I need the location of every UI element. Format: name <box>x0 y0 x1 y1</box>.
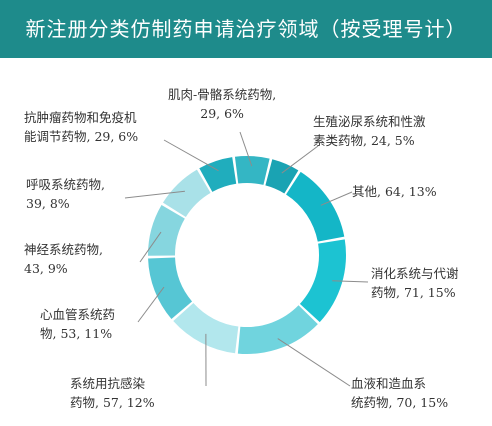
label-musculoskeletal-line1: 肌肉-骨骼系统药物, <box>168 87 277 102</box>
label-respiratory: 呼吸系统药物, 39, 8% <box>26 175 105 213</box>
donut-slice-1 <box>286 171 345 242</box>
label-nervous-line1: 神经系统药物, <box>24 242 103 257</box>
label-digestive-line2: 药物, 71, 15% <box>371 285 456 300</box>
label-anti-infective: 系统用抗感染 药物, 57, 12% <box>70 374 155 412</box>
label-cardiovascular-line1: 心血管系统药 <box>40 307 116 322</box>
donut-slice-5 <box>148 257 193 319</box>
donut-slice-2 <box>299 239 347 323</box>
label-respiratory-line1: 呼吸系统药物, <box>26 177 105 192</box>
leader-line-0 <box>281 145 319 174</box>
label-antineoplastic-line1: 抗肿瘤药物和免疫机 <box>24 110 137 125</box>
label-nervous-line2: 43, 9% <box>24 261 68 276</box>
leader-line-9 <box>239 131 253 167</box>
donut-slice-8 <box>199 157 237 192</box>
leader-line-8 <box>163 139 219 172</box>
label-other: 其他, 64, 13% <box>352 182 437 201</box>
label-anti-infective-line2: 药物, 57, 12% <box>70 395 155 410</box>
donut-slice-4 <box>173 303 239 354</box>
label-digestive: 消化系统与代谢 药物, 71, 15% <box>371 264 459 302</box>
leader-line-6 <box>139 231 162 263</box>
label-digestive-line1: 消化系统与代谢 <box>371 266 459 281</box>
donut-slice-3 <box>237 305 318 354</box>
leader-line-2 <box>332 280 369 283</box>
label-antineoplastic: 抗肿瘤药物和免疫机 能调节药物, 29, 6% <box>24 108 138 146</box>
label-urogenital: 生殖泌尿系统和性激 素类药物, 24, 5% <box>313 112 426 150</box>
label-musculoskeletal-line2: 29, 6% <box>200 106 244 121</box>
donut-slice-0 <box>265 159 299 194</box>
label-urogenital-line2: 素类药物, 24, 5% <box>313 133 415 148</box>
label-other-line1: 其他, 64, 13% <box>352 184 437 199</box>
title-bar: 新注册分类仿制药申请治疗领域（按受理号计） <box>0 0 492 58</box>
label-anti-infective-line1: 系统用抗感染 <box>70 376 146 391</box>
label-cardiovascular: 心血管系统药 物, 53, 11% <box>40 305 115 343</box>
chart-title: 新注册分类仿制药申请治疗领域（按受理号计） <box>25 17 467 41</box>
leader-line-5 <box>137 286 165 323</box>
label-blood-line2: 统药物, 70, 15% <box>351 395 449 410</box>
label-nervous: 神经系统药物, 43, 9% <box>24 240 103 278</box>
label-musculoskeletal: 肌肉-骨骼系统药物, 29, 6% <box>168 85 276 123</box>
donut-slice-7 <box>162 169 211 217</box>
label-respiratory-line2: 39, 8% <box>26 196 70 211</box>
leader-line-7 <box>124 190 185 199</box>
leader-line-3 <box>277 338 351 387</box>
donut-slice-6 <box>148 205 185 256</box>
label-cardiovascular-line2: 物, 53, 11% <box>40 326 113 341</box>
label-urogenital-line1: 生殖泌尿系统和性激 <box>313 114 426 129</box>
leader-line-1 <box>320 191 353 206</box>
label-blood-line1: 血液和造血系 <box>351 376 427 391</box>
donut-slice-9 <box>234 156 270 185</box>
label-blood: 血液和造血系 统药物, 70, 15% <box>351 374 448 412</box>
label-antineoplastic-line2: 能调节药物, 29, 6% <box>24 129 139 144</box>
